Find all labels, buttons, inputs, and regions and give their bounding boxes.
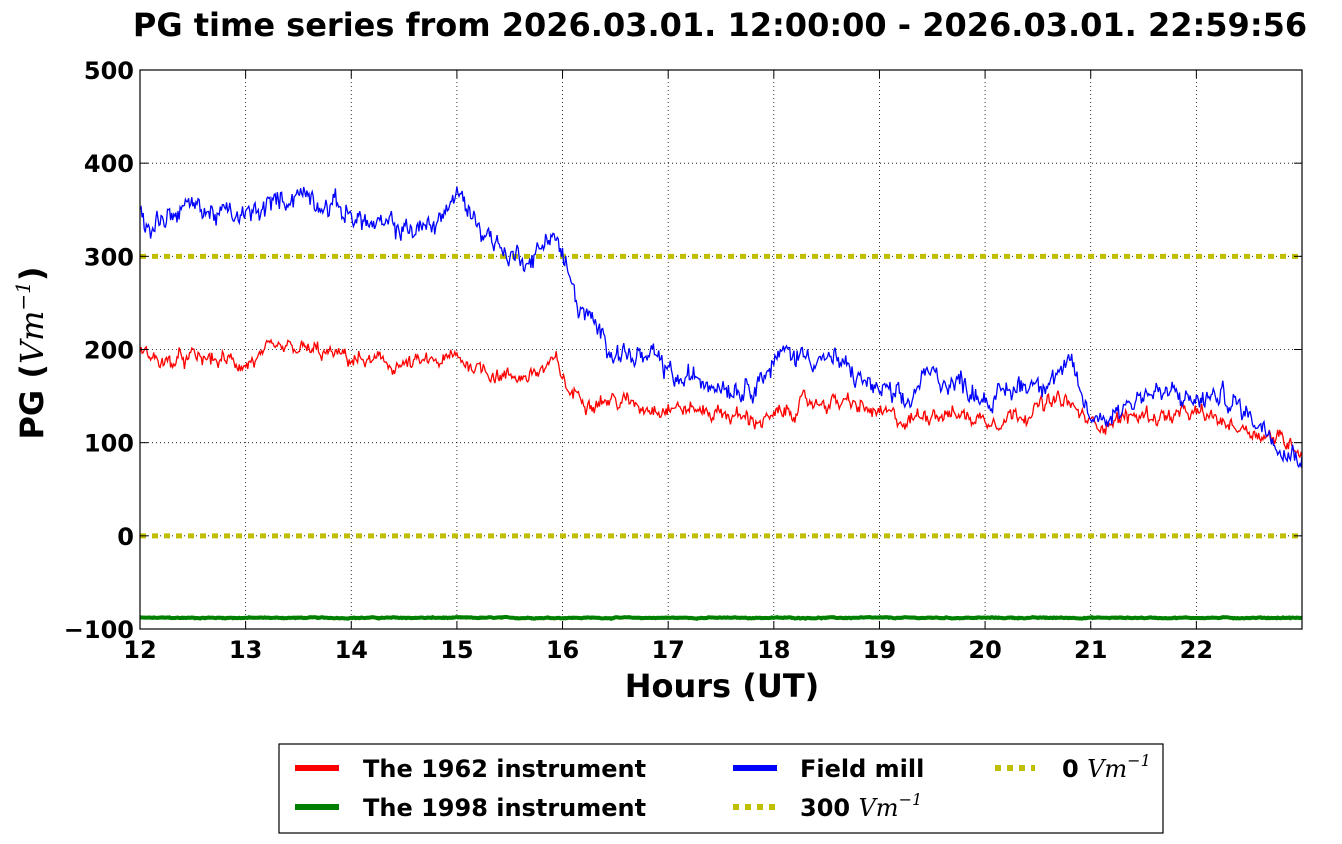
- tick-marks: [139, 69, 1302, 630]
- y-axis-label-unit: Vm: [13, 311, 51, 364]
- y-tick-label: 100: [84, 430, 134, 458]
- x-tick-label: 22: [1180, 636, 1213, 664]
- legend-label-l300: 300 Vm−1: [800, 790, 922, 822]
- y-tick-label: −100: [64, 616, 134, 644]
- y-tick-label: 400: [84, 150, 134, 178]
- legend-label-l0: 0 Vm−1: [1062, 751, 1151, 783]
- x-tick-label: 18: [757, 636, 790, 664]
- series-1998-line: [139, 614, 1303, 622]
- y-axis-label-text: PG (: [13, 364, 51, 439]
- y-axis-label-exponent: −1: [11, 281, 35, 310]
- x-tick-label: 15: [440, 636, 473, 664]
- legend-label-mill: Field mill: [800, 755, 924, 783]
- chart-title: PG time series from 2026.03.01. 12:00:00…: [133, 6, 1307, 44]
- series-field-mill-line: [139, 186, 1303, 469]
- x-tick-label: 14: [335, 636, 368, 664]
- y-tick-label: 0: [117, 523, 134, 551]
- x-tick-label: 19: [863, 636, 896, 664]
- y-tick-label: 200: [84, 337, 134, 365]
- legend-box: [278, 743, 1164, 834]
- x-tick-label: 16: [546, 636, 579, 664]
- y-axis-label: PG (Vm−1): [11, 266, 51, 439]
- y-tick-label: 300: [84, 243, 134, 271]
- x-tick-label: 20: [968, 636, 1001, 664]
- y-axis-label-close: ): [13, 266, 51, 281]
- x-tick-label: 13: [229, 636, 262, 664]
- y-tick-label: 500: [84, 57, 134, 85]
- x-tick-labels: 12 13 14 15 16 17 18 19 20 21 22: [123, 636, 1213, 664]
- x-axis-label: Hours (UT): [625, 667, 820, 705]
- legend: The 1962 instrument The 1998 instrument …: [278, 743, 1164, 834]
- series-layer: [139, 186, 1303, 622]
- x-tick-label: 17: [651, 636, 684, 664]
- x-tick-label: 21: [1074, 636, 1107, 664]
- y-tick-labels: −100 0 100 200 300 400 500: [64, 57, 134, 644]
- legend-label-1962: The 1962 instrument: [363, 755, 646, 783]
- x-tick-label: 12: [123, 636, 156, 664]
- svg-text:PG (Vm−1): PG (Vm−1): [11, 266, 51, 439]
- legend-label-1998: The 1998 instrument: [363, 794, 646, 822]
